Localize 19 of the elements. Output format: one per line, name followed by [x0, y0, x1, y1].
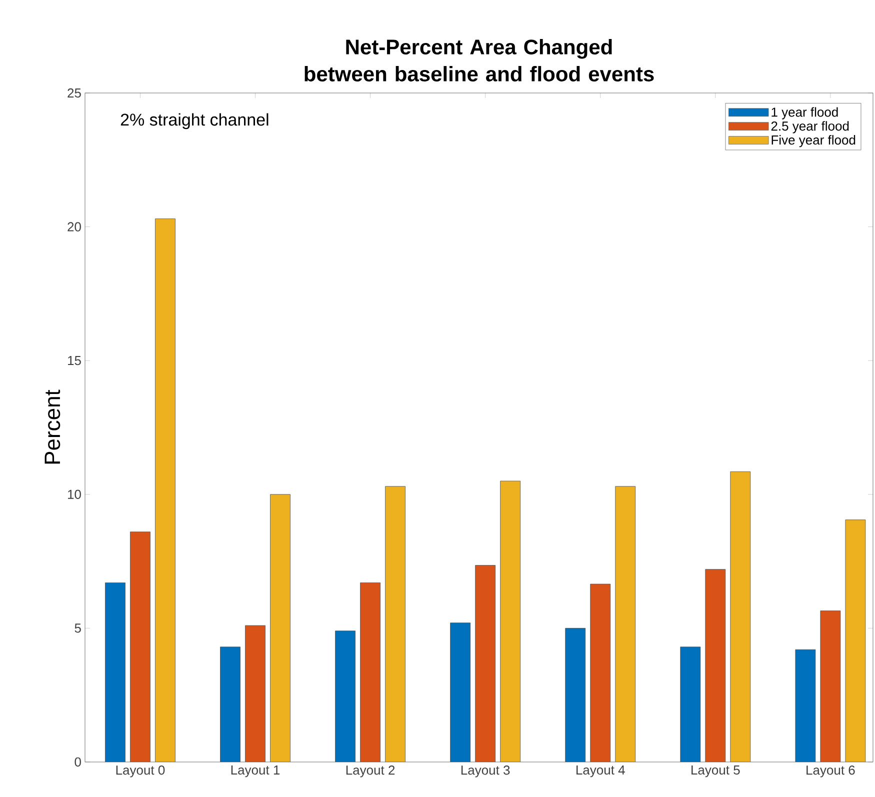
- legend-label: 1 year flood: [772, 107, 838, 120]
- x-tick-label: Layout 6: [806, 766, 855, 778]
- y-axis-title: Percent: [44, 390, 60, 464]
- annotation: 2% straight channel: [120, 113, 268, 130]
- y-tick-label: 0: [74, 757, 81, 767]
- y-tick-label: 5: [74, 624, 81, 633]
- x-tick-label: Layout 1: [231, 766, 280, 778]
- legend-label: Five year flood: [772, 135, 856, 148]
- x-tick-label: Layout 5: [692, 766, 740, 778]
- chart-title: Net-Percent Area Changed between baseline and flood events: [304, 39, 654, 82]
- y-tick-label: 20: [68, 222, 81, 232]
- y-tick-label: 15: [68, 356, 81, 366]
- y-tick-label: 10: [68, 490, 81, 499]
- x-tick-label: Layout 3: [461, 766, 510, 778]
- x-tick-label: Layout 2: [346, 766, 395, 778]
- x-tick-label: Layout 4: [576, 766, 625, 778]
- y-tick-label: 25: [68, 88, 81, 98]
- x-tick-label: Layout 0: [116, 766, 165, 778]
- legend-label: 2.5 year flood: [771, 121, 849, 134]
